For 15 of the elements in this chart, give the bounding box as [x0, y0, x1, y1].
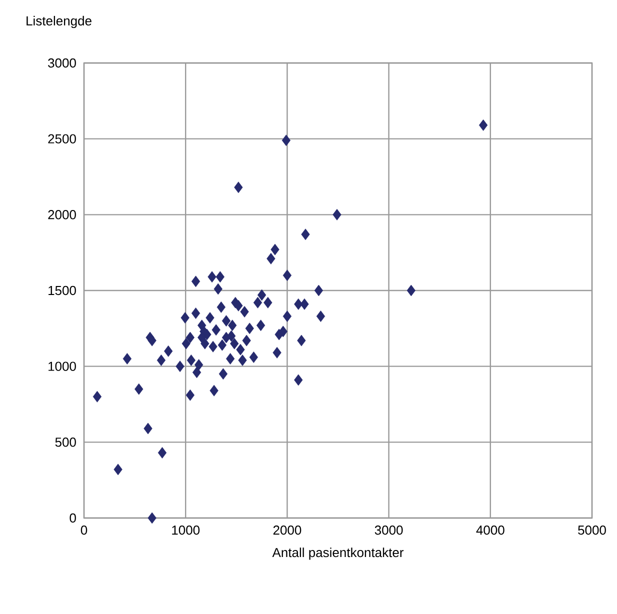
x-tick-label: 3000 [374, 526, 403, 535]
y-tick-label: 3000 [48, 58, 76, 68]
x-tick-label: 0 [80, 526, 88, 535]
y-tick-label: 2500 [48, 134, 76, 144]
x-axis-title: Antall pasientkontakter [272, 548, 404, 560]
x-tick-label: 4000 [476, 526, 504, 535]
y-tick-label: 1000 [48, 362, 76, 371]
y-tick-label: 0 [70, 513, 76, 523]
y-axis-title: Listelengde [26, 16, 92, 28]
x-tick-label: 1000 [172, 526, 200, 535]
y-tick-label: 2000 [48, 210, 76, 220]
x-tick-label: 2000 [273, 526, 302, 535]
x-tick-label: 5000 [578, 526, 606, 535]
y-tick-label: 500 [55, 438, 76, 447]
y-tick-label: 1500 [48, 286, 76, 296]
